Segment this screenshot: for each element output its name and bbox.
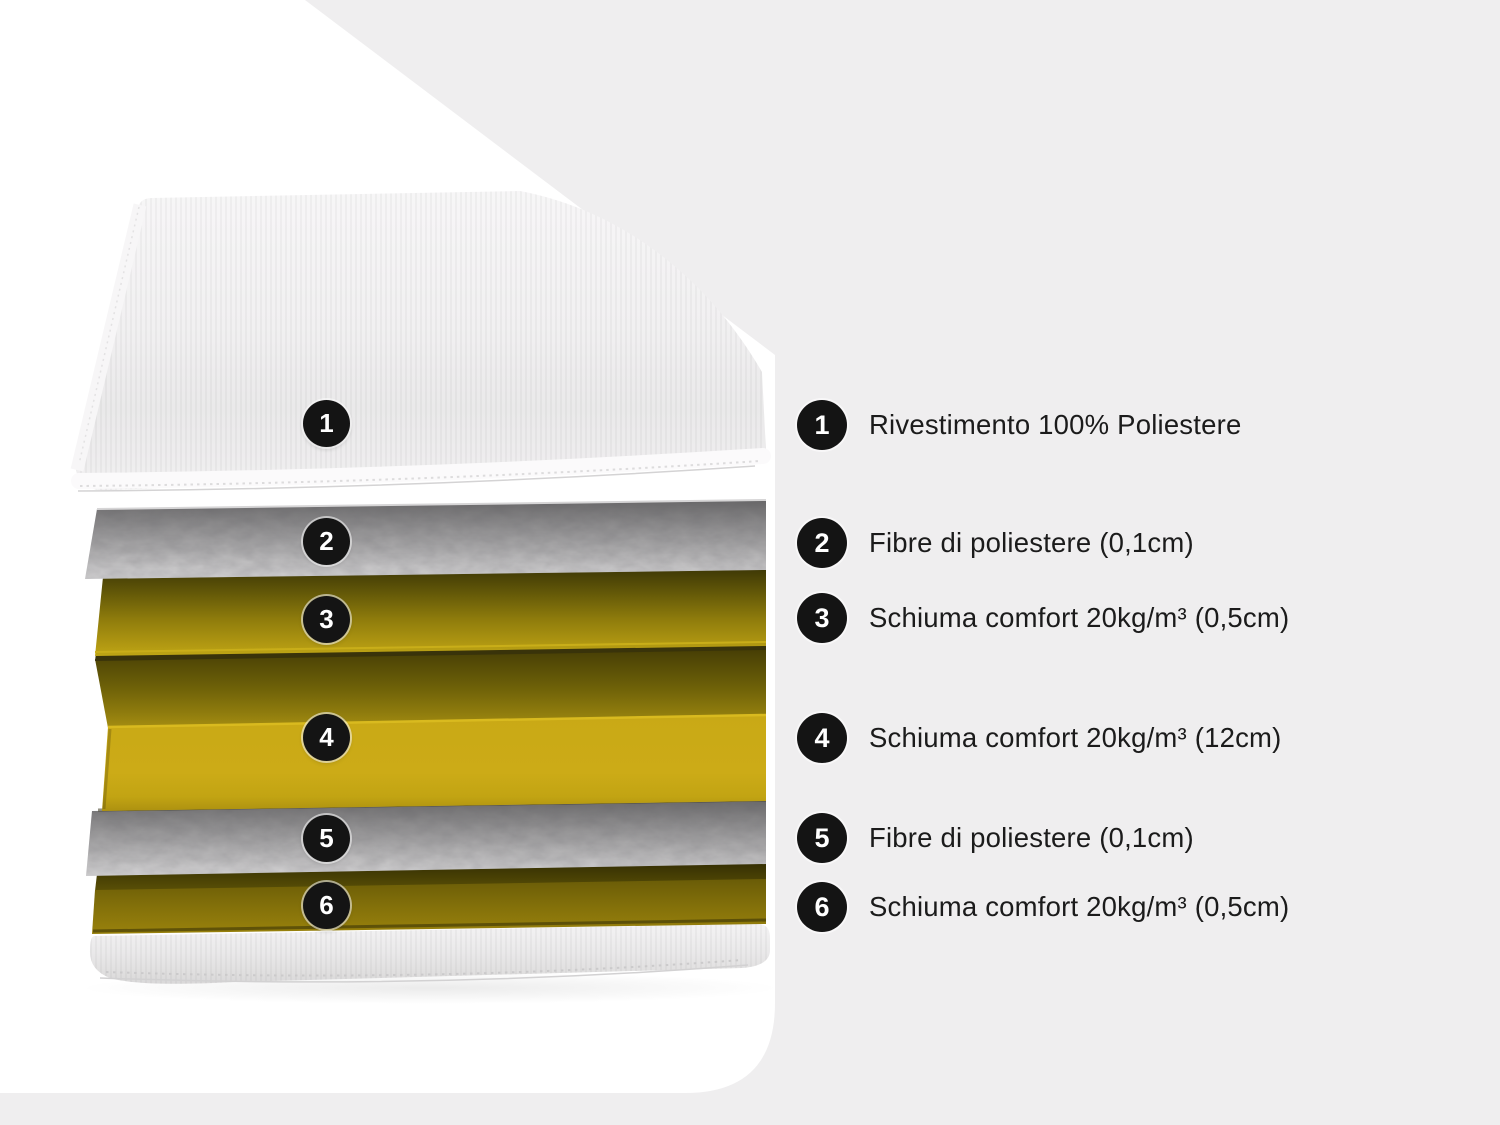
layer-1-top-cover: [70, 191, 771, 492]
legend-item-5: 5 Fibre di poliestere (0,1cm): [797, 813, 1194, 863]
layer-2-fiber: [85, 499, 767, 579]
legend-item-4: 4 Schiuma comfort 20kg/m³ (12cm): [797, 713, 1282, 763]
legend-number-badge-3: 3: [797, 593, 847, 643]
layer-3-foam: [94, 569, 767, 656]
legend-number-badge-5: 5: [797, 813, 847, 863]
legend-label-5: Fibre di poliestere (0,1cm): [869, 822, 1194, 853]
legend-item-6: 6 Schiuma comfort 20kg/m³ (0,5cm): [797, 882, 1289, 932]
diagram-marker-6: 6: [303, 882, 350, 929]
layer-4-foam-core: [95, 648, 767, 811]
diagram-marker-1: 1: [303, 400, 350, 447]
legend-number-badge-2: 2: [797, 518, 847, 568]
legend-item-1: 1 Rivestimento 100% Poliestere: [797, 400, 1241, 450]
legend-label-4: Schiuma comfort 20kg/m³ (12cm): [869, 722, 1282, 753]
layer-6-foam: [92, 863, 767, 934]
layer-5-fiber: [86, 798, 767, 876]
legend-label-3: Schiuma comfort 20kg/m³ (0,5cm): [869, 602, 1290, 633]
legend-label-2: Fibre di poliestere (0,1cm): [869, 527, 1194, 558]
legend-number-badge-6: 6: [797, 882, 847, 932]
layer-bottom-cover: [89, 924, 771, 984]
legend-label-1: Rivestimento 100% Poliestere: [869, 409, 1242, 440]
diagram-marker-3: 3: [303, 596, 350, 643]
legend-item-2: 2 Fibre di poliestere (0,1cm): [797, 518, 1194, 568]
legend-label-6: Schiuma comfort 20kg/m³ (0,5cm): [869, 891, 1290, 922]
diagram-marker-5: 5: [303, 815, 350, 862]
legend-number-badge-1: 1: [797, 400, 847, 450]
diagram-marker-2: 2: [303, 518, 350, 565]
diagram-marker-4: 4: [303, 714, 350, 761]
legend-item-3: 3 Schiuma comfort 20kg/m³ (0,5cm): [797, 593, 1289, 643]
legend-number-badge-4: 4: [797, 713, 847, 763]
